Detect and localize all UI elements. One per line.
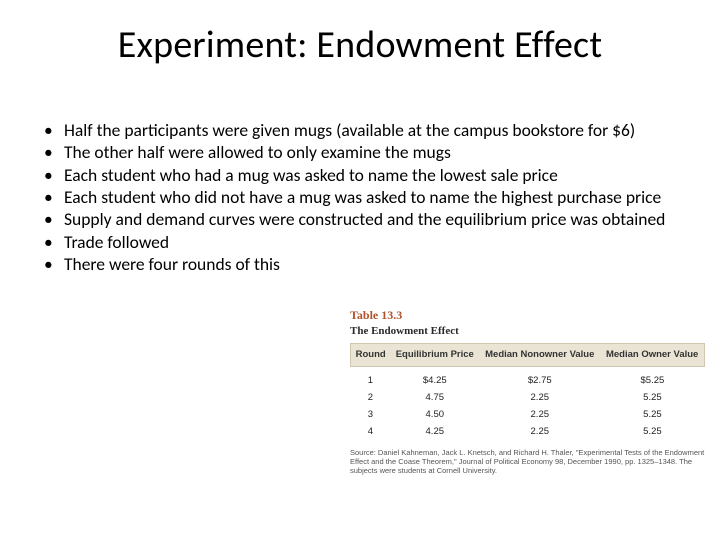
cell: 5.25	[600, 423, 704, 440]
cell: 4.75	[390, 389, 479, 406]
bullet-text: Each student who had a mug was asked to …	[64, 165, 678, 186]
cell: $2.75	[479, 367, 600, 390]
cell: $4.25	[390, 367, 479, 390]
slide: Experiment: Endowment Effect •Half the p…	[0, 0, 720, 540]
bullet-item: •There were four rounds of this	[42, 254, 678, 275]
table-caption: The Endowment Effect	[350, 325, 705, 337]
slide-title: Experiment: Endowment Effect	[0, 22, 720, 68]
table-row: 4 4.25 2.25 5.25	[351, 423, 705, 440]
bullet-text: There were four rounds of this	[64, 254, 678, 275]
table-row: 3 4.50 2.25 5.25	[351, 406, 705, 423]
endowment-table: Round Equilibrium Price Median Nonowner …	[350, 343, 705, 440]
bullet-text: Each student who did not have a mug was …	[64, 187, 678, 208]
cell: 2	[351, 389, 391, 406]
col-head: Median Nonowner Value	[479, 344, 600, 367]
bullet-item: •Each student who did not have a mug was…	[42, 187, 678, 208]
bullet-text: Trade followed	[64, 232, 678, 253]
cell: 4	[351, 423, 391, 440]
table-label: Table 13.3	[350, 308, 705, 323]
cell: 2.25	[479, 423, 600, 440]
cell: 2.25	[479, 389, 600, 406]
bullet-list: •Half the participants were given mugs (…	[42, 120, 678, 276]
bullet-item: •The other half were allowed to only exa…	[42, 142, 678, 163]
table-row: 1 $4.25 $2.75 $5.25	[351, 367, 705, 390]
bullet-item: •Trade followed	[42, 232, 678, 253]
cell: 4.25	[390, 423, 479, 440]
col-head: Median Owner Value	[600, 344, 704, 367]
table-header-row: Round Equilibrium Price Median Nonowner …	[351, 344, 705, 367]
bullet-item: •Each student who had a mug was asked to…	[42, 165, 678, 186]
table-source: Source: Daniel Kahneman, Jack L. Knetsch…	[350, 448, 705, 475]
cell: 3	[351, 406, 391, 423]
bullet-item: •Half the participants were given mugs (…	[42, 120, 678, 141]
table-figure: Table 13.3 The Endowment Effect Round Eq…	[350, 308, 705, 475]
col-head: Round	[351, 344, 391, 367]
cell: 1	[351, 367, 391, 390]
bullet-item: •Supply and demand curves were construct…	[42, 209, 678, 230]
bullet-text: The other half were allowed to only exam…	[64, 142, 678, 163]
cell: $5.25	[600, 367, 704, 390]
cell: 2.25	[479, 406, 600, 423]
col-head: Equilibrium Price	[390, 344, 479, 367]
cell: 5.25	[600, 406, 704, 423]
table-row: 2 4.75 2.25 5.25	[351, 389, 705, 406]
cell: 4.50	[390, 406, 479, 423]
bullet-text: Supply and demand curves were constructe…	[64, 209, 678, 230]
bullet-text: Half the participants were given mugs (a…	[64, 120, 678, 141]
cell: 5.25	[600, 389, 704, 406]
